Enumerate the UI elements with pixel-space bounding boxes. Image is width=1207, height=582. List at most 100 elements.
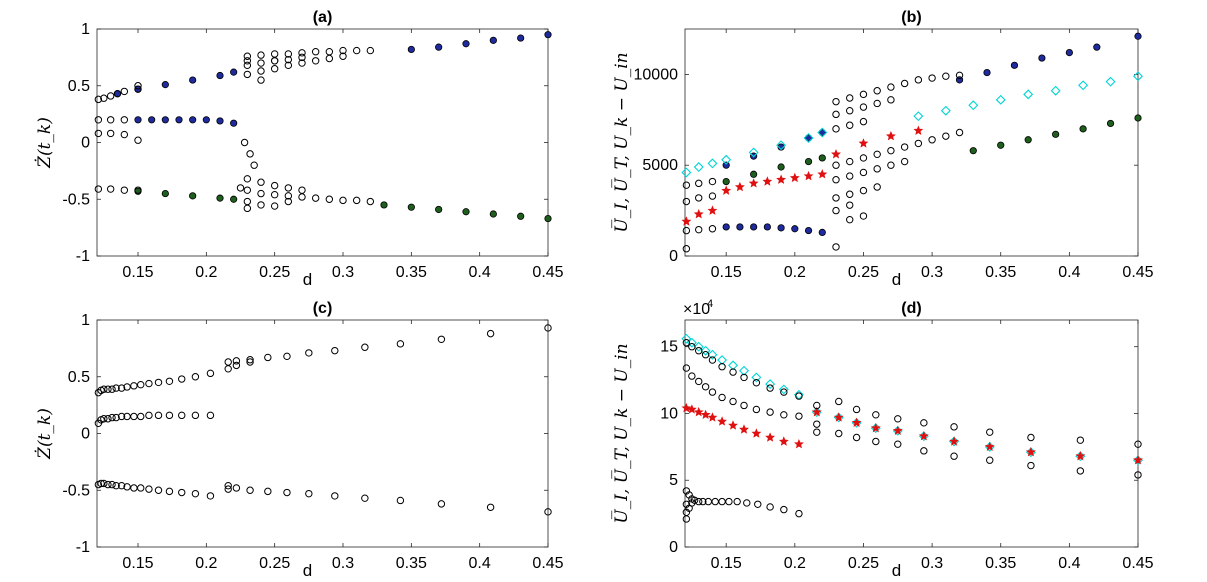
data-point — [112, 384, 120, 392]
data-point — [776, 174, 787, 184]
y-tick-label: -0.5 — [62, 482, 90, 499]
data-point — [688, 372, 696, 380]
data-point — [818, 154, 826, 162]
data-point — [230, 195, 238, 203]
x-tick-label: 0.45 — [1122, 264, 1153, 281]
y-tick-label: 0.5 — [68, 369, 90, 386]
data-point — [108, 480, 116, 489]
data-point — [189, 192, 197, 200]
data-point — [1023, 89, 1034, 100]
data-point — [695, 497, 703, 506]
data-point — [846, 201, 854, 209]
series-0 — [113, 31, 552, 98]
data-point — [311, 194, 320, 202]
data-point — [178, 488, 186, 497]
data-point — [352, 196, 361, 205]
x-tick-label: 0.45 — [532, 555, 563, 572]
data-point — [243, 57, 252, 65]
data-point — [1093, 43, 1101, 51]
data-point — [311, 57, 320, 65]
data-point — [791, 225, 799, 233]
data-point — [544, 214, 552, 223]
data-point — [243, 52, 252, 60]
data-point — [913, 125, 924, 135]
data-point — [707, 205, 718, 215]
data-point — [544, 324, 552, 332]
data-point — [914, 139, 923, 148]
data-point — [795, 392, 803, 400]
data-point — [794, 439, 804, 449]
data-point — [701, 351, 710, 359]
data-point — [216, 71, 224, 80]
data-point — [778, 384, 789, 395]
data-point — [717, 355, 728, 366]
x-axis-label: d — [892, 561, 901, 580]
y-tick-label: 5 — [669, 472, 678, 489]
data-point — [298, 59, 306, 67]
data-point — [189, 76, 197, 84]
data-point — [701, 383, 710, 391]
data-point — [1075, 451, 1086, 461]
data-point — [178, 411, 186, 420]
data-point — [995, 94, 1006, 105]
data-point — [940, 105, 951, 116]
data-point — [693, 162, 704, 172]
data-point — [832, 125, 840, 133]
data-point — [942, 72, 950, 80]
data-point — [813, 401, 821, 410]
data-point — [681, 333, 692, 344]
x-tick-label: 0.2 — [784, 555, 806, 572]
series-1 — [681, 71, 1143, 178]
data-point — [859, 186, 868, 195]
data-point — [100, 415, 108, 423]
data-point — [736, 223, 744, 231]
data-point — [892, 425, 903, 436]
data-point — [305, 349, 313, 357]
data-point — [339, 46, 347, 55]
data-point — [189, 116, 197, 124]
data-point — [693, 209, 704, 219]
data-point — [544, 31, 552, 39]
series-3 — [681, 125, 924, 226]
x-axis-label: d — [892, 270, 901, 289]
data-point — [894, 415, 902, 423]
data-point — [950, 452, 958, 460]
data-point — [752, 405, 761, 414]
data-point — [777, 143, 785, 151]
data-point — [224, 485, 232, 493]
data-point — [137, 484, 145, 492]
y-exponent-power: 4 — [707, 298, 713, 310]
data-point — [846, 121, 854, 129]
data-point — [462, 208, 470, 216]
data-point — [894, 440, 902, 448]
data-point — [104, 385, 112, 393]
data-point — [913, 111, 924, 122]
data-point — [97, 479, 105, 488]
series-0 — [94, 324, 552, 516]
data-point — [748, 147, 759, 158]
data-point — [708, 192, 717, 200]
data-point — [232, 361, 241, 370]
data-point — [851, 417, 862, 428]
panel-title: (d) — [901, 300, 921, 317]
data-point — [708, 388, 717, 396]
axes-box — [96, 28, 549, 257]
data-point — [832, 206, 840, 215]
data-point — [900, 143, 909, 151]
y-tick-label: 1 — [81, 21, 90, 38]
data-point — [859, 154, 868, 162]
data-point — [914, 76, 923, 84]
data-point — [283, 352, 291, 361]
data-point — [955, 71, 964, 80]
data-point — [870, 423, 881, 433]
axes-box — [684, 28, 1139, 257]
data-point — [243, 175, 252, 183]
data-point — [1065, 49, 1073, 57]
data-point — [858, 138, 869, 148]
data-point — [366, 46, 375, 55]
data-point — [117, 384, 126, 392]
x-tick-label: 0.35 — [396, 264, 427, 281]
data-point — [873, 165, 881, 173]
panel-title: (b) — [901, 9, 921, 26]
data-point — [113, 89, 122, 98]
